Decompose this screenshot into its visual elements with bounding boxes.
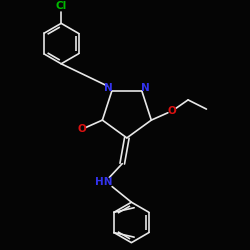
Text: N: N xyxy=(104,83,112,93)
Text: O: O xyxy=(78,124,86,134)
Text: N: N xyxy=(141,83,150,93)
Text: HN: HN xyxy=(95,177,112,187)
Text: Cl: Cl xyxy=(56,1,67,11)
Text: O: O xyxy=(167,106,176,116)
